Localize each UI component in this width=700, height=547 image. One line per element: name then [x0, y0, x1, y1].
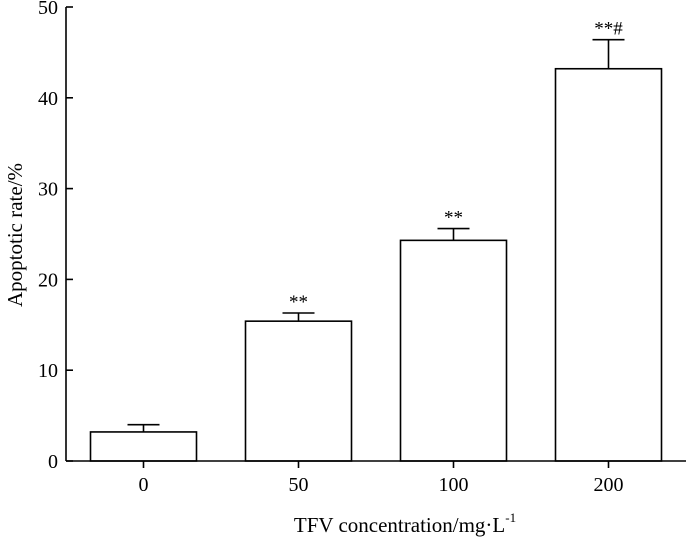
axes-layer: 0 10 20 30 40 50 0 50 100 200: [38, 0, 686, 496]
bar: [399, 239, 508, 462]
y-axis-title: Apoptotic rate/%: [3, 163, 27, 307]
bar: [244, 320, 353, 462]
bar: [89, 431, 198, 462]
x-tick-label: 100: [439, 474, 469, 496]
y-tick-label: 50: [38, 0, 58, 19]
significance-label: **#: [594, 19, 623, 40]
x-tick-label: 50: [289, 474, 309, 496]
significance-label: **: [289, 292, 308, 313]
x-axis-title-superscript: -1: [505, 510, 516, 525]
y-tick-label: 30: [38, 179, 58, 201]
x-tick-label: 200: [594, 474, 624, 496]
significance-label: **: [444, 208, 463, 229]
y-tick-label: 20: [38, 269, 58, 291]
y-tick-label: 0: [48, 451, 58, 473]
bars-layer: ** ** **#: [89, 19, 663, 462]
x-tick-label: 0: [139, 474, 149, 496]
x-axis-title: TFV concentration/mg·L-1: [294, 510, 516, 537]
x-axis-title-main: TFV concentration/mg·L: [294, 513, 505, 537]
y-tick-label: 40: [38, 88, 58, 110]
y-tick-label: 10: [38, 360, 58, 382]
bar: [554, 67, 663, 462]
